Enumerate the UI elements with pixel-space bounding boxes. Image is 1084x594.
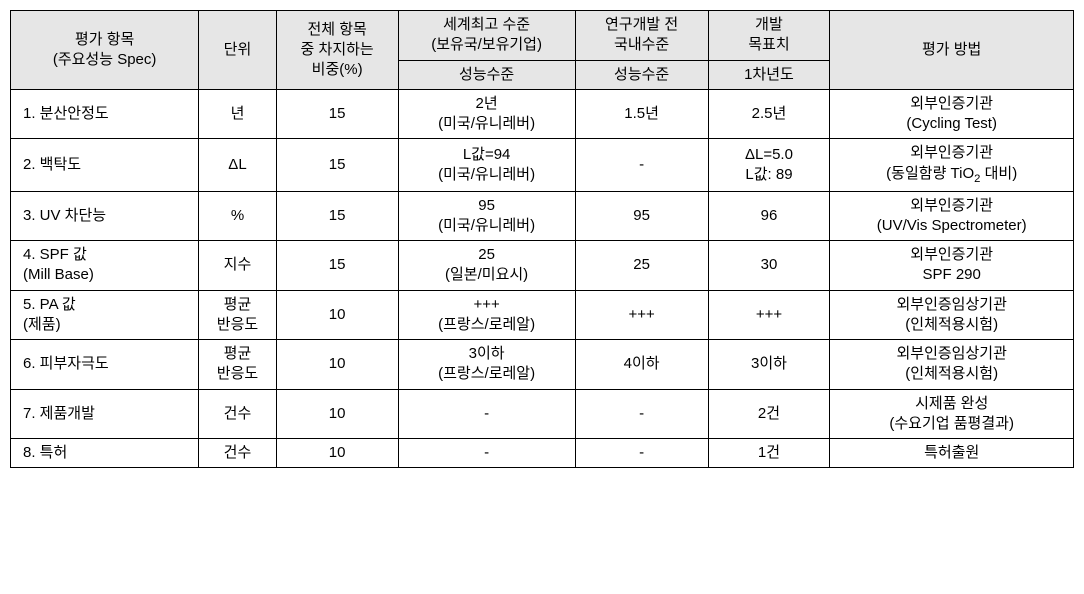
cell-domestic: 95 xyxy=(575,191,708,241)
cell-unit: 평균반응도 xyxy=(199,340,277,390)
cell-item: 1. 분산안정도 xyxy=(11,89,199,139)
header-target-sub: 1차년도 xyxy=(708,60,830,89)
evaluation-table: 평가 항목(주요성능 Spec) 단위 전체 항목중 차지하는비중(%) 세계최… xyxy=(10,10,1074,468)
cell-method: 특허출원 xyxy=(830,439,1074,468)
cell-target: 3이하 xyxy=(708,340,830,390)
cell-target: 1건 xyxy=(708,439,830,468)
table-row: 1. 분산안정도년152년(미국/유니레버)1.5년2.5년외부인증기관(Cyc… xyxy=(11,89,1074,139)
header-domestic-sub: 성능수준 xyxy=(575,60,708,89)
cell-item: 5. PA 값 (제품) xyxy=(11,290,199,340)
cell-method: 외부인증기관SPF 290 xyxy=(830,241,1074,291)
cell-item: 8. 특허 xyxy=(11,439,199,468)
header-weight: 전체 항목중 차지하는비중(%) xyxy=(276,11,398,90)
cell-item: 7. 제품개발 xyxy=(11,389,199,439)
table-row: 7. 제품개발건수10--2건시제품 완성(수요기업 품평결과) xyxy=(11,389,1074,439)
header-target-top: 개발목표치 xyxy=(708,11,830,61)
cell-method: 외부인증임상기관(인체적용시험) xyxy=(830,290,1074,340)
cell-unit: 평균반응도 xyxy=(199,290,277,340)
cell-domestic: 4이하 xyxy=(575,340,708,390)
cell-target: ΔL=5.0L값: 89 xyxy=(708,139,830,191)
table-row: 6. 피부자극도평균반응도103이하(프랑스/로레알)4이하3이하외부인증임상기… xyxy=(11,340,1074,390)
cell-weight: 15 xyxy=(276,191,398,241)
cell-domestic: +++ xyxy=(575,290,708,340)
cell-world: 25(일본/미요시) xyxy=(398,241,575,291)
table-header: 평가 항목(주요성능 Spec) 단위 전체 항목중 차지하는비중(%) 세계최… xyxy=(11,11,1074,90)
cell-unit: 건수 xyxy=(199,439,277,468)
cell-domestic: - xyxy=(575,139,708,191)
cell-weight: 10 xyxy=(276,389,398,439)
cell-world: +++(프랑스/로레알) xyxy=(398,290,575,340)
cell-target: +++ xyxy=(708,290,830,340)
cell-world: - xyxy=(398,439,575,468)
cell-weight: 10 xyxy=(276,290,398,340)
header-world-sub: 성능수준 xyxy=(398,60,575,89)
cell-domestic: 25 xyxy=(575,241,708,291)
cell-weight: 10 xyxy=(276,439,398,468)
cell-target: 2.5년 xyxy=(708,89,830,139)
table-row: 2. 백탁도ΔL15L값=94(미국/유니레버)-ΔL=5.0L값: 89외부인… xyxy=(11,139,1074,191)
table-row: 4. SPF 값 (Mill Base)지수1525(일본/미요시)2530외부… xyxy=(11,241,1074,291)
cell-unit: 건수 xyxy=(199,389,277,439)
table-row: 5. PA 값 (제품)평균반응도10+++(프랑스/로레알)++++++외부인… xyxy=(11,290,1074,340)
cell-domestic: - xyxy=(575,389,708,439)
cell-unit: % xyxy=(199,191,277,241)
header-item: 평가 항목(주요성능 Spec) xyxy=(11,11,199,90)
cell-method: 외부인증기관(동일함량 TiO2 대비) xyxy=(830,139,1074,191)
cell-weight: 15 xyxy=(276,139,398,191)
cell-target: 30 xyxy=(708,241,830,291)
cell-item: 2. 백탁도 xyxy=(11,139,199,191)
cell-domestic: - xyxy=(575,439,708,468)
cell-world: L값=94(미국/유니레버) xyxy=(398,139,575,191)
cell-weight: 15 xyxy=(276,241,398,291)
cell-target: 2건 xyxy=(708,389,830,439)
cell-target: 96 xyxy=(708,191,830,241)
cell-domestic: 1.5년 xyxy=(575,89,708,139)
cell-item: 3. UV 차단능 xyxy=(11,191,199,241)
cell-world: 2년(미국/유니레버) xyxy=(398,89,575,139)
table-row: 8. 특허건수10--1건특허출원 xyxy=(11,439,1074,468)
header-unit: 단위 xyxy=(199,11,277,90)
table-row: 3. UV 차단능%1595(미국/유니레버)9596외부인증기관(UV/Vis… xyxy=(11,191,1074,241)
cell-unit: 지수 xyxy=(199,241,277,291)
cell-method: 외부인증임상기관(인체적용시험) xyxy=(830,340,1074,390)
header-domestic-top: 연구개발 전국내수준 xyxy=(575,11,708,61)
cell-world: - xyxy=(398,389,575,439)
cell-weight: 10 xyxy=(276,340,398,390)
table-body: 1. 분산안정도년152년(미국/유니레버)1.5년2.5년외부인증기관(Cyc… xyxy=(11,89,1074,468)
cell-world: 95(미국/유니레버) xyxy=(398,191,575,241)
cell-unit: 년 xyxy=(199,89,277,139)
cell-item: 6. 피부자극도 xyxy=(11,340,199,390)
cell-item: 4. SPF 값 (Mill Base) xyxy=(11,241,199,291)
cell-unit: ΔL xyxy=(199,139,277,191)
cell-weight: 15 xyxy=(276,89,398,139)
header-world-top: 세계최고 수준(보유국/보유기업) xyxy=(398,11,575,61)
cell-method: 외부인증기관(Cycling Test) xyxy=(830,89,1074,139)
cell-method: 외부인증기관(UV/Vis Spectrometer) xyxy=(830,191,1074,241)
header-method: 평가 방법 xyxy=(830,11,1074,90)
cell-method: 시제품 완성(수요기업 품평결과) xyxy=(830,389,1074,439)
cell-world: 3이하(프랑스/로레알) xyxy=(398,340,575,390)
